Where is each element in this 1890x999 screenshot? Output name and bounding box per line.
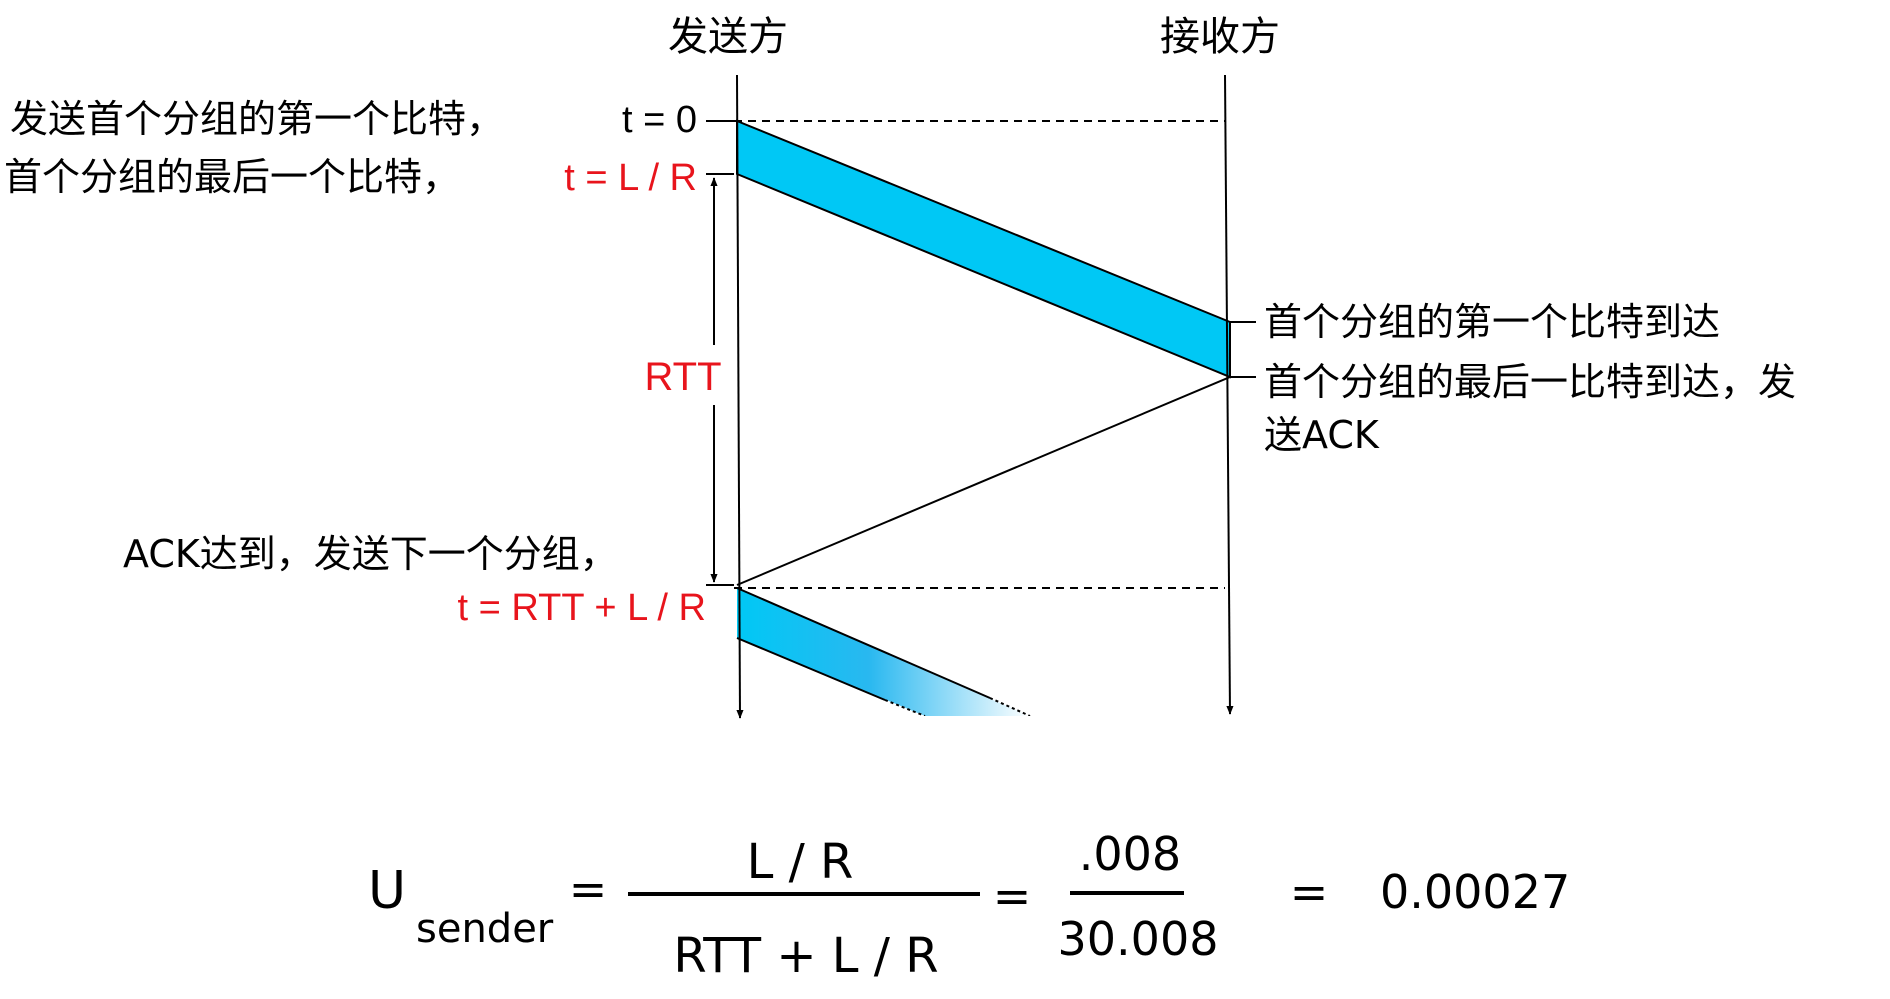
label-last-bit-arrive-line2: 送ACK bbox=[1264, 413, 1380, 457]
formula-equals-2: = bbox=[993, 869, 1032, 923]
receiver-timeline bbox=[1224, 74, 1234, 715]
label-first-bit-sent: 发送首个分组的第一个比特， bbox=[10, 97, 504, 141]
sender-timeline bbox=[736, 74, 744, 719]
label-ack-arrive: ACK达到，发送下一个分组， bbox=[123, 532, 618, 576]
label-last-bit-arrive-line1: 首个分组的最后一比特到达，发 bbox=[1264, 360, 1796, 404]
next-packet-top-edge-dotted bbox=[989, 697, 1031, 717]
next-packet-bottom-edge-dotted bbox=[884, 699, 926, 717]
formula-equals-1: = bbox=[569, 862, 608, 916]
sender-header: 发送方 bbox=[668, 14, 788, 60]
next-packet-clip bbox=[737, 716, 1137, 756]
formula-result: 0.00027 bbox=[1380, 865, 1570, 919]
label-t-lr: t = L / R bbox=[564, 157, 697, 199]
formula-frac2-denominator: 30.008 bbox=[1058, 912, 1219, 966]
formula-frac1-denominator: RTT + L / R bbox=[673, 928, 938, 984]
label-t0: t = 0 bbox=[622, 99, 697, 141]
rtt-label: RTT bbox=[644, 355, 721, 399]
label-last-bit-sent: 首个分组的最后一个比特， bbox=[4, 155, 460, 199]
formula-u-letter: U bbox=[368, 861, 406, 921]
next-packet-bottom-edge bbox=[736, 637, 886, 701]
first-packet-band bbox=[736, 119, 1231, 379]
receiver-header: 接收方 bbox=[1160, 14, 1280, 60]
label-first-bit-arrive: 首个分组的第一个比特到达 bbox=[1264, 300, 1720, 344]
ack-line bbox=[736, 376, 1231, 586]
formula-frac1-numerator: L / R bbox=[747, 834, 854, 890]
label-t-next: t = RTT + L / R bbox=[457, 587, 706, 629]
formula-u-subscript: sender bbox=[416, 906, 554, 952]
next-packet-top-edge bbox=[736, 587, 991, 699]
formula-frac2-numerator: .008 bbox=[1079, 827, 1181, 881]
utilization-formula: U sender = L / R RTT + L / R = .008 30.0… bbox=[368, 827, 1570, 984]
formula-equals-3: = bbox=[1290, 865, 1329, 919]
